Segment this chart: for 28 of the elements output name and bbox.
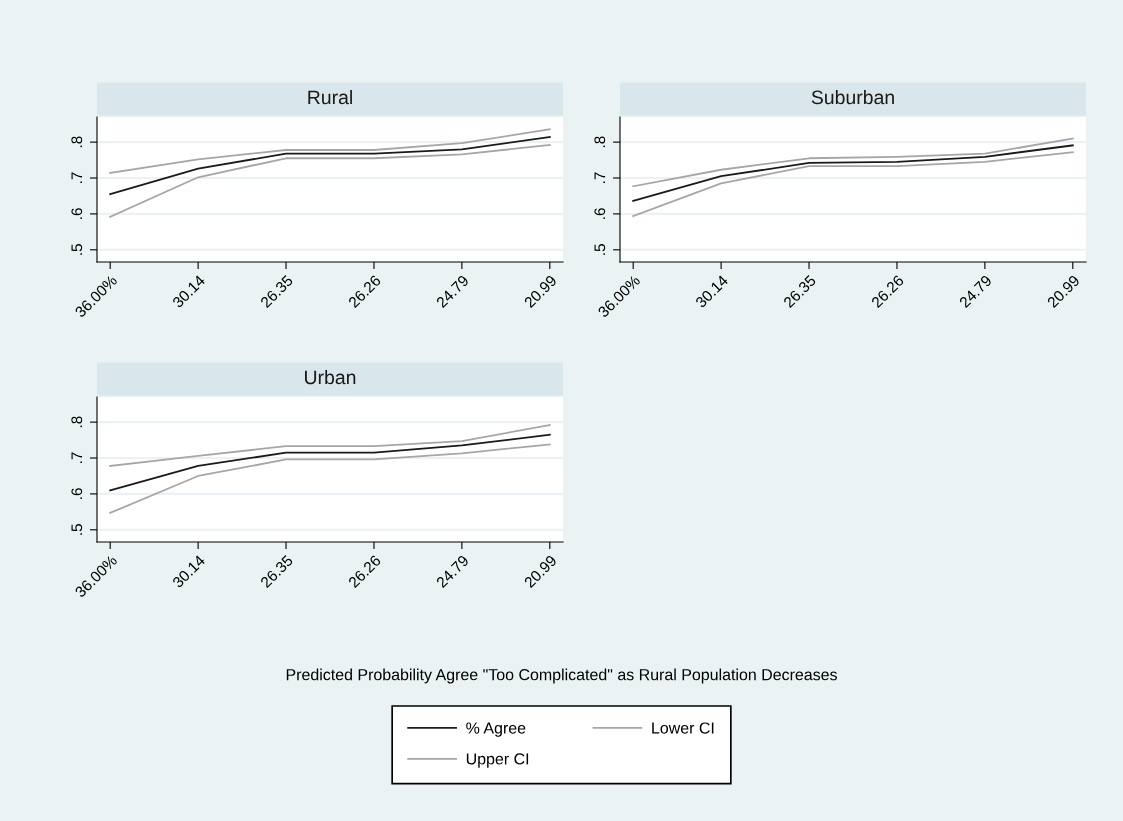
y-tick-label: .5 bbox=[71, 244, 83, 255]
line-series bbox=[109, 136, 551, 196]
line-series bbox=[632, 137, 1074, 188]
y-tick-label: .5 bbox=[594, 244, 606, 255]
y-tick-label: .6 bbox=[594, 208, 606, 219]
y-tick-label: .7 bbox=[71, 172, 83, 183]
line-series bbox=[109, 433, 551, 492]
y-tick-label: .8 bbox=[71, 416, 83, 428]
line-series bbox=[632, 151, 1074, 217]
y-tick-label: .6 bbox=[71, 488, 83, 499]
line-series bbox=[109, 128, 551, 174]
y-tick-label: .5 bbox=[71, 524, 83, 535]
chart-title: Suburban bbox=[811, 89, 894, 105]
chart-title: Urban bbox=[305, 369, 356, 385]
line-series bbox=[109, 443, 551, 514]
text: Predicted Probability Agree "Too Complicated" as Rural Population Decreases bbox=[286, 668, 837, 684]
line-series bbox=[109, 144, 551, 218]
legend-label: Lower CI bbox=[652, 722, 714, 734]
y-tick-label: .7 bbox=[594, 172, 606, 183]
y-tick-label: .8 bbox=[71, 136, 83, 148]
line-series bbox=[109, 424, 551, 467]
chart-title: Rural bbox=[308, 89, 352, 105]
legend-label: Upper CI bbox=[466, 753, 529, 768]
y-tick-label: .8 bbox=[594, 136, 606, 148]
y-tick-label: .6 bbox=[71, 208, 83, 219]
legend-label: % Agree bbox=[466, 722, 526, 737]
y-tick-label: .7 bbox=[71, 452, 83, 463]
line-series bbox=[632, 144, 1074, 202]
